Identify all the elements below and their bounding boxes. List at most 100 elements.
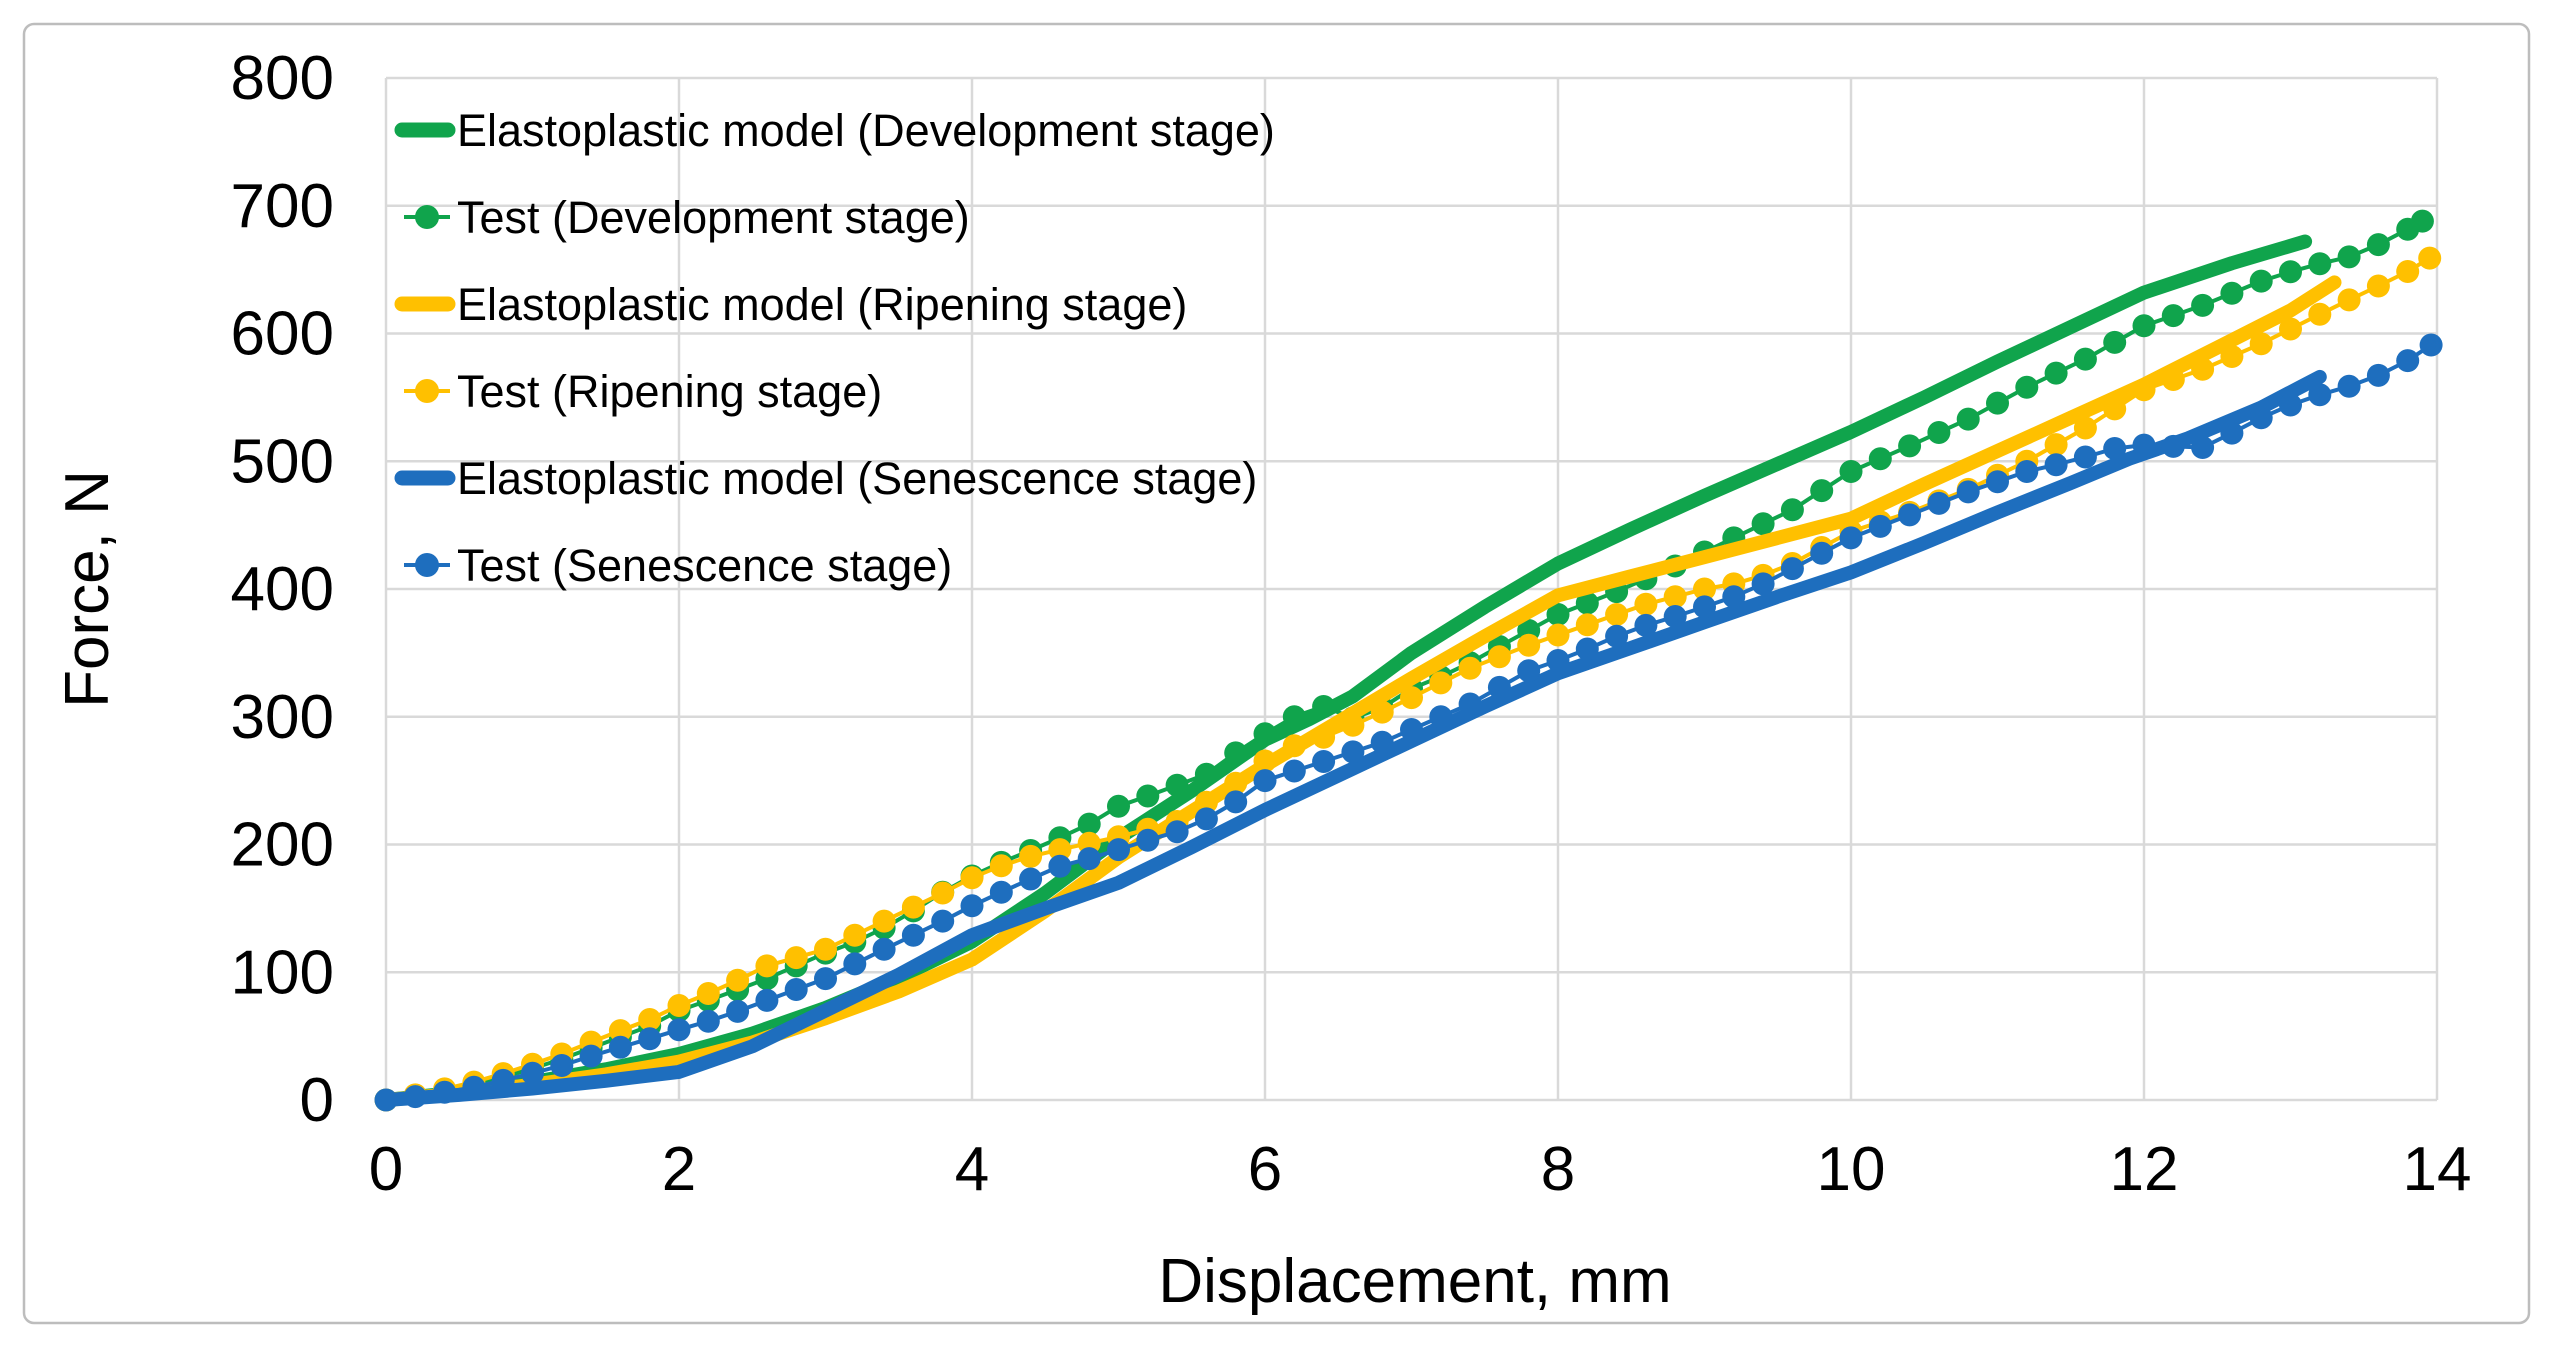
test-data-point xyxy=(1517,659,1541,683)
legend-marker-dot xyxy=(415,553,439,577)
y-tick-label: 400 xyxy=(231,555,334,624)
test-data-point xyxy=(1194,807,1218,831)
test-data-point xyxy=(2308,252,2332,276)
test-data-point xyxy=(2366,363,2390,387)
test-data-point xyxy=(1487,675,1511,699)
test-data-point xyxy=(901,923,925,947)
test-data-point xyxy=(1429,671,1453,695)
test-data-point xyxy=(550,1054,574,1077)
x-tick-label: 4 xyxy=(955,1135,989,1204)
test-data-point xyxy=(1400,686,1423,710)
test-data-point xyxy=(2396,260,2420,283)
legend-item-0: Elastoplastic model (Development stage) xyxy=(394,105,1275,156)
test-data-point xyxy=(1282,705,1306,729)
test-data-point xyxy=(2337,288,2361,312)
legend-item-1: Test (Development stage) xyxy=(404,192,970,243)
test-data-point xyxy=(2132,433,2156,457)
test-data-point xyxy=(1868,447,1892,471)
y-tick-label: 0 xyxy=(300,1066,334,1135)
test-data-point xyxy=(1986,470,2009,494)
test-data-point xyxy=(1839,460,1863,483)
test-data-point xyxy=(2279,317,2302,341)
test-data-point xyxy=(1751,512,1775,536)
test-data-point xyxy=(2103,437,2127,460)
test-data-point xyxy=(2191,293,2215,317)
legend-marker-dot xyxy=(415,379,439,403)
test-data-point xyxy=(2249,269,2273,293)
test-data-point xyxy=(960,866,984,890)
test-data-point xyxy=(1341,740,1365,764)
test-data-point xyxy=(1194,790,1218,814)
test-data-point xyxy=(843,923,867,947)
test-data-point xyxy=(462,1075,486,1099)
x-tick-label: 0 xyxy=(369,1135,403,1204)
test-data-point xyxy=(2249,406,2273,430)
test-data-point xyxy=(1019,867,1043,891)
test-data-point xyxy=(2073,347,2097,371)
test-data-point xyxy=(2337,374,2361,398)
test-data-point xyxy=(1956,480,1980,504)
y-tick-label: 500 xyxy=(231,427,334,496)
test-data-point xyxy=(1517,633,1541,657)
test-data-point xyxy=(1107,794,1130,818)
test-data-point xyxy=(1487,645,1511,669)
test-data-point xyxy=(1986,391,2009,415)
test-data-point xyxy=(2396,349,2420,373)
test-data-point xyxy=(2419,333,2443,357)
test-data-point xyxy=(1634,613,1658,637)
test-data-point xyxy=(2220,345,2244,368)
legend-marker-dot xyxy=(415,205,439,229)
test-data-point xyxy=(814,937,837,961)
test-data-point xyxy=(638,1008,662,1031)
test-data-point xyxy=(2073,445,2097,469)
test-data-point xyxy=(1839,526,1863,550)
test-data-point xyxy=(1048,838,1072,862)
test-data-point xyxy=(1224,771,1248,795)
test-data-point xyxy=(1224,741,1248,765)
test-data-point xyxy=(726,968,750,992)
series-model-4 xyxy=(379,369,2327,1107)
y-tick-label: 300 xyxy=(231,683,334,752)
test-data-point xyxy=(1019,844,1043,868)
legend-label: Elastoplastic model (Senescence stage) xyxy=(457,453,1257,504)
test-data-point xyxy=(1898,503,1922,527)
y-axis-title: Force, N xyxy=(53,470,122,708)
test-data-point xyxy=(403,1085,427,1109)
test-data-point xyxy=(1927,421,1951,444)
test-data-point xyxy=(1575,613,1599,637)
legend-label: Elastoplastic model (Ripening stage) xyxy=(457,279,1187,330)
test-data-point xyxy=(1077,847,1101,871)
test-data-point xyxy=(2366,233,2390,257)
legend-item-2: Elastoplastic model (Ripening stage) xyxy=(394,279,1187,330)
test-data-point xyxy=(1136,784,1160,808)
test-data-point xyxy=(1575,591,1599,615)
test-data-point xyxy=(1253,749,1277,773)
test-data-point xyxy=(2161,304,2185,328)
test-data-point xyxy=(1663,605,1687,628)
test-data-point xyxy=(1751,572,1775,596)
y-tick-label: 100 xyxy=(231,938,334,1007)
test-data-point xyxy=(2191,436,2215,459)
test-data-point xyxy=(2132,314,2156,338)
test-data-point xyxy=(1048,854,1072,878)
test-data-point xyxy=(2249,332,2273,356)
test-data-point xyxy=(491,1068,515,1092)
test-data-point xyxy=(2366,274,2390,298)
test-data-point xyxy=(814,967,837,991)
test-data-point xyxy=(638,1027,662,1051)
test-data-point xyxy=(1663,585,1687,609)
y-tick-label: 700 xyxy=(231,172,334,241)
test-data-point xyxy=(989,880,1013,904)
x-axis-title: Displacement, mm xyxy=(1158,1247,1671,1316)
test-data-point xyxy=(901,895,925,919)
test-data-point xyxy=(1546,603,1570,626)
test-data-point xyxy=(1810,479,1834,503)
test-data-point xyxy=(726,999,750,1023)
x-tick-label: 10 xyxy=(1817,1135,1886,1204)
test-data-point xyxy=(989,854,1013,878)
test-data-point xyxy=(755,954,779,978)
test-data-point xyxy=(1634,592,1658,616)
test-data-point xyxy=(608,1019,632,1043)
x-tick-label: 12 xyxy=(2110,1135,2179,1204)
